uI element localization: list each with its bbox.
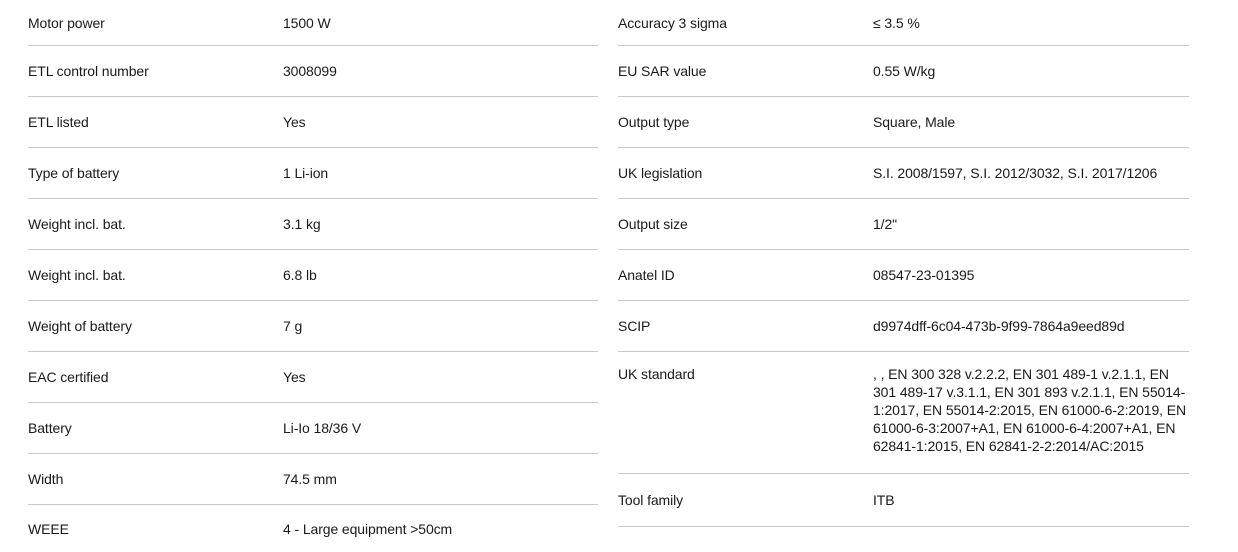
spec-label: ETL control number	[28, 63, 149, 79]
spec-value: Square, Male	[873, 114, 956, 130]
spec-row-eu-sar-value: EU SAR value 0.55 W/kg	[618, 46, 1189, 97]
spec-value: ITB	[873, 492, 895, 508]
spec-label: Motor power	[28, 14, 105, 31]
spec-value: Yes	[283, 114, 306, 130]
spec-label: Output size	[618, 216, 688, 232]
spec-value: , , EN 300 328 v.2.2.2, EN 301 489-1 v.2…	[873, 366, 1186, 454]
spec-label: EU SAR value	[618, 63, 707, 79]
spec-row-etl-listed: ETL listed Yes	[28, 97, 598, 148]
spec-row-output-size: Output size 1/2"	[618, 199, 1189, 250]
spec-value: 7 g	[283, 318, 303, 334]
spec-value: ≤ 3.5 %	[873, 14, 920, 31]
spec-row-eac-certified: EAC certified Yes	[28, 352, 598, 403]
spec-label: SCIP	[618, 318, 651, 334]
spec-label: Tool family	[618, 492, 684, 508]
spec-label: Anatel ID	[618, 267, 675, 283]
spec-value: 3.1 kg	[283, 216, 321, 232]
spec-label: Battery	[28, 420, 72, 436]
spec-label: Weight incl. bat.	[28, 267, 126, 283]
spec-row-width: Width 74.5 mm	[28, 454, 598, 505]
spec-value: 1/2"	[873, 216, 898, 232]
spec-row-etl-control-number: ETL control number 3008099	[28, 46, 598, 97]
spec-row-uk-standard: UK standard , , EN 300 328 v.2.2.2, EN 3…	[618, 352, 1189, 474]
spec-row-type-of-battery: Type of battery 1 Li-ion	[28, 148, 598, 199]
spec-row-weight-of-battery: Weight of battery 7 g	[28, 301, 598, 352]
spec-label: WEEE	[28, 520, 69, 537]
spec-row-anatel-id: Anatel ID 08547-23-01395	[618, 250, 1189, 301]
spec-value: Li-Io 18/36 V	[283, 420, 362, 436]
spec-row-battery: Battery Li-Io 18/36 V	[28, 403, 598, 454]
spec-row-motor-power: Motor power 1500 W	[28, 0, 598, 46]
spec-value: Yes	[283, 369, 306, 385]
spec-row-weight-incl-bat-kg: Weight incl. bat. 3.1 kg	[28, 199, 598, 250]
spec-label: Weight incl. bat.	[28, 216, 126, 232]
spec-value: 0.55 W/kg	[873, 63, 936, 79]
spec-value: 4 - Large equipment >50cm	[283, 520, 453, 537]
spec-value: 74.5 mm	[283, 471, 337, 487]
spec-label: Weight of battery	[28, 318, 132, 334]
spec-label: UK standard	[618, 366, 695, 382]
spec-value: 1500 W	[283, 14, 331, 31]
spec-label: Width	[28, 471, 64, 487]
spec-row-weee: WEEE 4 - Large equipment >50cm	[28, 505, 598, 552]
spec-table-left: Motor power 1500 W ETL control number 30…	[28, 0, 598, 552]
spec-label: Type of battery	[28, 165, 120, 181]
spec-value: 3008099	[283, 63, 337, 79]
spec-label: EAC certified	[28, 369, 109, 385]
spec-label: UK legislation	[618, 165, 703, 181]
spec-label: ETL listed	[28, 114, 89, 130]
spec-value: d9974dff-6c04-473b-9f99-7864a9eed89d	[873, 318, 1125, 334]
spec-value: 08547-23-01395	[873, 267, 975, 283]
spec-row-tool-family: Tool family ITB	[618, 474, 1189, 527]
spec-row-accuracy-3-sigma: Accuracy 3 sigma ≤ 3.5 %	[618, 0, 1189, 46]
spec-label: Output type	[618, 114, 690, 130]
spec-label: Accuracy 3 sigma	[618, 14, 727, 31]
spec-row-weight-incl-bat-lb: Weight incl. bat. 6.8 lb	[28, 250, 598, 301]
spec-value: S.I. 2008/1597, S.I. 2012/3032, S.I. 201…	[873, 165, 1158, 181]
spec-row-uk-legislation: UK legislation S.I. 2008/1597, S.I. 2012…	[618, 148, 1189, 199]
spec-row-output-type: Output type Square, Male	[618, 97, 1189, 148]
spec-value: 6.8 lb	[283, 267, 317, 283]
spec-row-scip: SCIP d9974dff-6c04-473b-9f99-7864a9eed89…	[618, 301, 1189, 352]
spec-value: 1 Li-ion	[283, 165, 329, 181]
spec-table-right: Accuracy 3 sigma ≤ 3.5 % EU SAR value 0.…	[618, 0, 1189, 527]
